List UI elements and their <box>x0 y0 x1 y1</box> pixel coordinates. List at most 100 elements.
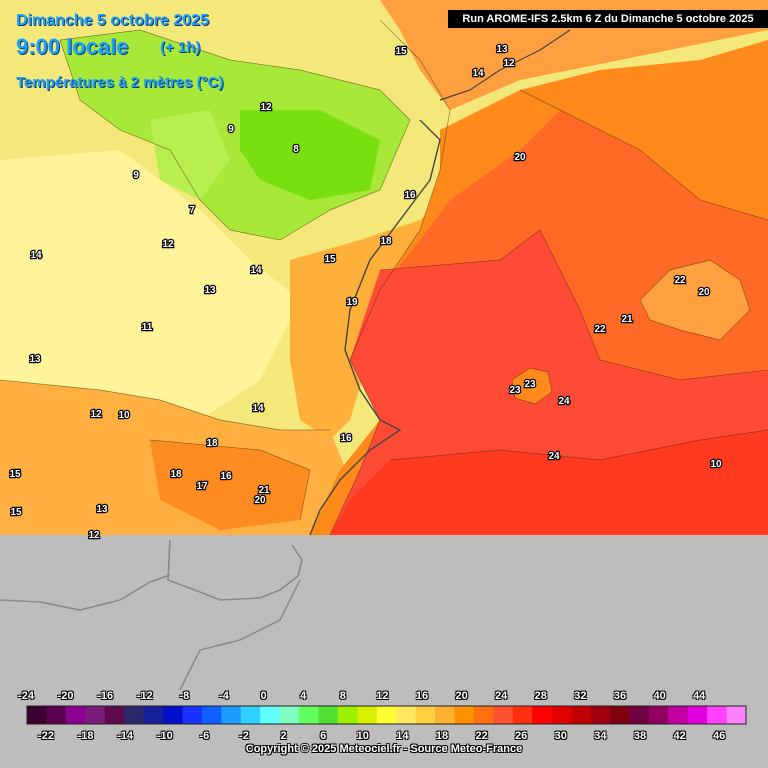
isotherm-label: 18 <box>170 469 182 480</box>
legend-bottom-label: 46 <box>713 730 726 742</box>
legend-top-label: -20 <box>57 690 74 702</box>
isotherm-label: 18 <box>380 236 392 247</box>
legend-top-label: 16 <box>415 690 429 702</box>
legend-top-label: -4 <box>219 690 229 702</box>
legend-swatch <box>454 706 475 724</box>
legend-swatch <box>609 706 630 724</box>
isotherm-label: 10 <box>118 410 130 421</box>
isotherm-label: 12 <box>88 530 100 541</box>
legend-bottom-label: 30 <box>554 730 567 742</box>
legend-bottom-label: -2 <box>239 730 249 742</box>
parameter-title: Températures à 2 mètres (°C) <box>16 74 224 91</box>
legend-frame <box>26 705 747 725</box>
isotherm-label: 12 <box>503 58 515 69</box>
legend-swatch <box>571 706 592 724</box>
isotherm-label: 14 <box>250 265 262 276</box>
legend-bottom-label: 26 <box>515 730 528 742</box>
isotherm-label: 12 <box>90 409 102 420</box>
legend-top-label: 32 <box>574 690 587 702</box>
isotherm-label: 13 <box>96 504 108 515</box>
legend-bottom-label: 10 <box>356 730 369 742</box>
isotherm-label: 22 <box>674 275 686 286</box>
legend-top-label: 40 <box>653 690 666 702</box>
legend-bottom-label: -10 <box>156 730 173 742</box>
legend-swatch <box>182 706 203 724</box>
legend-top-label: -12 <box>136 690 153 702</box>
isotherm-label: 16 <box>340 433 352 444</box>
legend-swatch <box>104 706 125 724</box>
legend-top-label: -8 <box>179 690 190 702</box>
legend-bottom-label: -14 <box>117 730 134 742</box>
isotherm-label: 9 <box>228 124 234 135</box>
legend-bottom-label: 42 <box>673 730 686 742</box>
legend-swatch <box>85 706 106 724</box>
legend-swatch <box>415 706 436 724</box>
isotherm-label: 15 <box>324 254 336 265</box>
legend-swatch <box>201 706 222 724</box>
legend-swatch <box>551 706 572 724</box>
legend-swatch <box>396 706 417 724</box>
legend-bottom-label: 38 <box>633 730 647 742</box>
legend-swatch <box>629 706 650 724</box>
isotherm-label: 21 <box>258 485 270 496</box>
legend-swatch <box>143 706 164 724</box>
legend-swatch <box>260 706 281 724</box>
isotherm-label: 20 <box>698 287 710 298</box>
legend-swatch <box>46 706 67 724</box>
run-info-banner: Run AROME-IFS 2.5km 6 Z du Dimanche 5 oc… <box>448 10 768 28</box>
legend-bottom-label: 34 <box>594 730 607 742</box>
legend-swatch <box>221 706 242 724</box>
isotherm-label: 24 <box>548 451 560 462</box>
isotherm-label: 13 <box>29 354 41 365</box>
isotherm-label: 10 <box>710 459 722 470</box>
legend-top-label: 20 <box>455 690 468 702</box>
isotherm-label: 12 <box>260 102 272 113</box>
legend-swatch <box>163 706 183 724</box>
legend-swatch <box>376 706 397 724</box>
isotherm-label: 22 <box>594 324 606 335</box>
isotherm-label: 20 <box>254 495 266 506</box>
legend-swatch <box>65 706 86 724</box>
isotherm-label: 13 <box>204 285 216 296</box>
legend-bottom-label: -18 <box>77 730 94 742</box>
legend-swatch <box>240 706 261 724</box>
legend-bottom-label: 18 <box>435 730 449 742</box>
legend-swatch <box>279 706 300 724</box>
legend-top-label: -16 <box>97 690 114 702</box>
legend-bottom-label: 2 <box>280 730 287 742</box>
isotherm-label: 14 <box>252 403 264 414</box>
legend-swatch <box>337 706 358 724</box>
legend-swatch <box>124 706 145 724</box>
legend-top-label: 28 <box>534 690 547 702</box>
isotherm-label: 16 <box>404 190 416 201</box>
legend-top-label: 36 <box>613 690 627 702</box>
isotherm-label: 8 <box>293 144 299 155</box>
legend-swatch <box>707 706 728 724</box>
legend-swatch <box>726 706 747 724</box>
forecast-date: Dimanche 5 octobre 2025 <box>16 12 209 29</box>
legend-color-bar <box>26 705 747 725</box>
legend-top-label: 24 <box>495 690 508 702</box>
isotherm-label: 12 <box>162 239 174 250</box>
legend-bottom-label: 22 <box>475 730 488 742</box>
legend-swatch <box>532 706 553 724</box>
legend-swatch <box>687 706 708 724</box>
isotherm-label: 15 <box>395 46 407 57</box>
legend-swatch <box>473 706 494 724</box>
isotherm-label: 15 <box>9 469 21 480</box>
isotherm-label: 21 <box>621 314 633 325</box>
legend-swatch <box>648 706 669 724</box>
legend-swatch <box>435 706 456 724</box>
legend-top-label: 8 <box>339 690 346 702</box>
legend-swatch <box>27 706 47 724</box>
legend-swatch <box>493 706 514 724</box>
legend-swatch <box>512 706 533 724</box>
isotherm-label: 23 <box>509 385 521 396</box>
legend-bottom-label: -6 <box>199 730 210 742</box>
legend-swatch <box>590 706 611 724</box>
isotherm-label: 24 <box>558 396 570 407</box>
legend-top-label: 4 <box>300 690 307 702</box>
isotherm-label: 17 <box>196 481 208 492</box>
legend-swatch <box>299 706 319 724</box>
